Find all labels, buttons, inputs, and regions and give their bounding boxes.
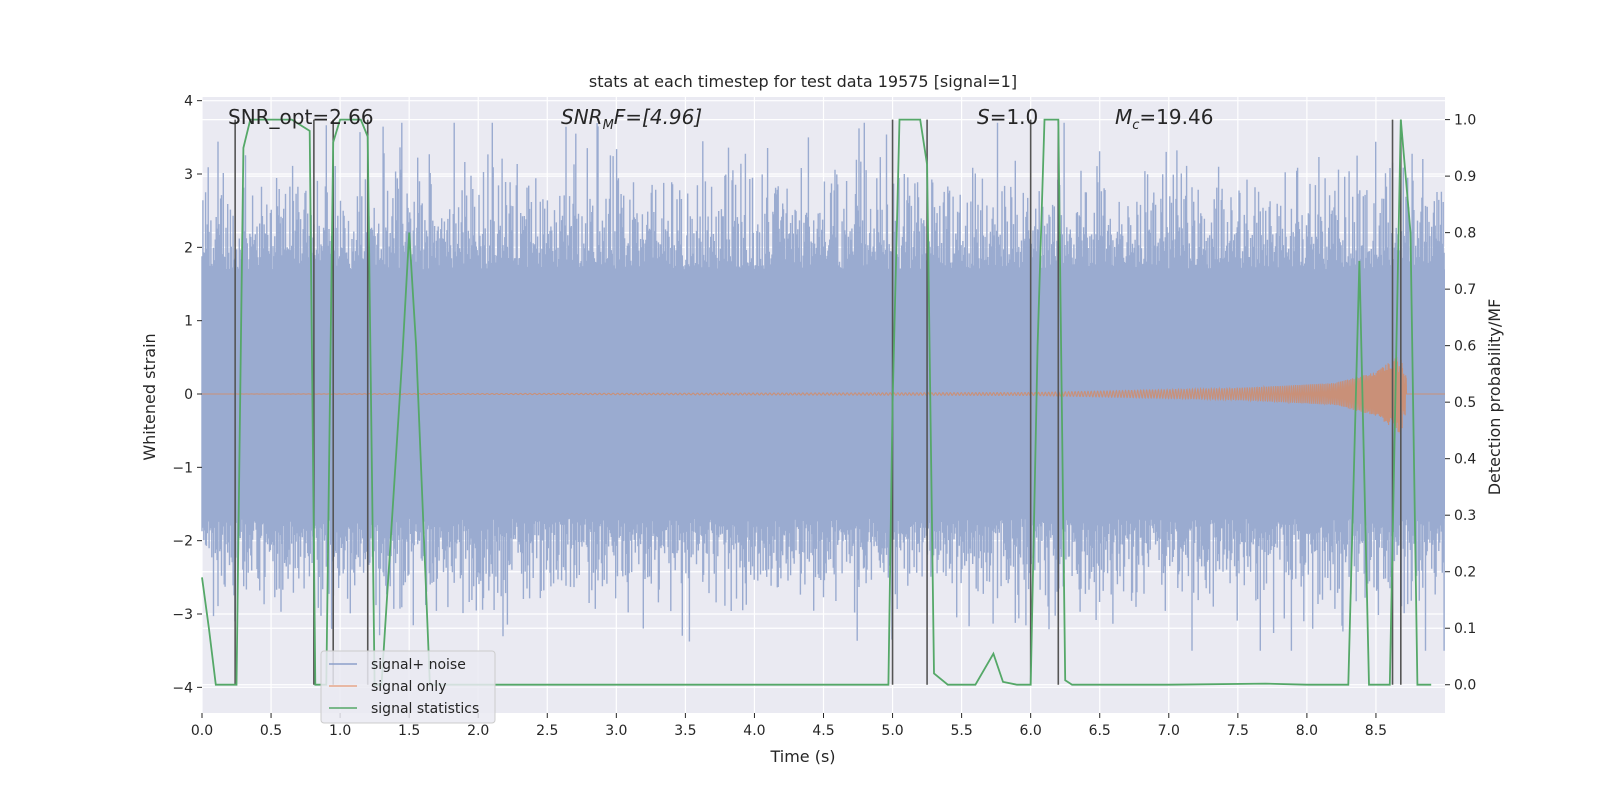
y-right-tick-label: 0.2 [1454, 565, 1476, 581]
y-left-tick-label: −1 [172, 460, 193, 476]
x-tick-label: 1.5 [398, 723, 420, 739]
y-right-tick-label: 0.1 [1454, 621, 1476, 637]
annotation-snr-mf-subscript: M [603, 118, 614, 133]
y-right-tick-label: 0.4 [1454, 452, 1476, 468]
series-signal-statistics [201, 118, 1432, 686]
annotation-mc-value: =19.46 [1139, 105, 1213, 129]
annotation-mc-subscript: c [1132, 118, 1139, 133]
legend: signal+ noise signal only signal statist… [320, 650, 496, 724]
y-right-tick-label: 1.0 [1454, 113, 1476, 129]
y-axis-right-ticks: 0.0 0.1 0.2 0.3 0.4 0.5 0.6 0.7 0.8 0.9 1.0 [1445, 113, 1476, 694]
annotation-s-value: =1.0 [990, 105, 1039, 129]
x-tick-label: 2.5 [536, 723, 558, 739]
y-left-tick-label: 1 [184, 314, 193, 330]
x-tick-label: 5.5 [950, 723, 972, 739]
y-right-tick-label: 0.0 [1454, 678, 1476, 694]
annotation-mc: Mc=19.46 [1115, 105, 1213, 133]
y-left-tick-label: −2 [172, 534, 193, 550]
x-tick-label: 8.0 [1296, 723, 1318, 739]
x-tick-label: 6.5 [1089, 723, 1111, 739]
y-axis-left-ticks: −4 −3 −2 −1 0 1 2 3 4 [172, 94, 202, 696]
x-tick-label: 4.0 [743, 723, 765, 739]
y-left-tick-label: −4 [172, 680, 193, 696]
y-left-tick-label: 3 [184, 167, 193, 183]
y-right-tick-label: 0.3 [1454, 508, 1476, 524]
signal-only-trace [202, 356, 1445, 434]
annotation-snr-mf-symbol: SNR [561, 105, 603, 129]
y-left-tick-label: 2 [184, 240, 193, 256]
x-axis-label: Time (s) [769, 747, 835, 766]
y-right-tick-label: 0.9 [1454, 169, 1476, 185]
x-tick-label: 6.0 [1020, 723, 1042, 739]
chart-title: stats at each timestep for test data 195… [589, 72, 1017, 91]
y-axis-right-label: Detection probability/MF [1485, 299, 1504, 496]
x-tick-label: 3.5 [674, 723, 696, 739]
x-tick-label: 0.5 [260, 723, 282, 739]
x-tick-label: 8.5 [1365, 723, 1387, 739]
y-right-tick-label: 0.7 [1454, 282, 1476, 298]
x-axis-ticks: 0.0 0.5 1.0 1.5 2.0 2.5 3.0 3.5 4.0 4.5 5.0 5.5 6.0 6… [191, 713, 1387, 739]
y-left-tick-label: −3 [172, 607, 193, 623]
y-axis-left-label: Whitened strain [140, 333, 159, 460]
legend-label-signal-only: signal only [371, 679, 446, 695]
x-tick-label: 7.0 [1158, 723, 1180, 739]
signal-statistics-line [201, 118, 1432, 686]
legend-label-signal-plus-noise: signal+ noise [371, 657, 466, 673]
x-tick-label: 2.0 [467, 723, 489, 739]
x-tick-label: 4.5 [812, 723, 834, 739]
x-tick-label: 7.5 [1227, 723, 1249, 739]
annotation-snr-mf-value: F=[4.96] [614, 105, 702, 129]
annotation-snr-mf: SNRMF=[4.96] [561, 105, 702, 133]
y-right-tick-label: 0.6 [1454, 339, 1476, 355]
legend-label-signal-statistics: signal statistics [371, 701, 479, 717]
x-tick-label: 3.0 [605, 723, 627, 739]
y-left-tick-label: 0 [184, 387, 193, 403]
x-tick-label: 1.0 [329, 723, 351, 739]
y-left-tick-label: 4 [184, 94, 193, 110]
legend-box [320, 650, 496, 724]
x-tick-label: 0.0 [191, 723, 213, 739]
y-right-tick-label: 0.8 [1454, 226, 1476, 242]
annotation-snr-opt: SNR_opt=2.66 [228, 105, 374, 129]
y-right-tick-label: 0.5 [1454, 395, 1476, 411]
series-signal-only [202, 356, 1445, 434]
annotation-s-symbol: S [977, 105, 990, 129]
annotation-mc-symbol: M [1115, 105, 1132, 129]
annotation-s: S=1.0 [977, 105, 1038, 129]
x-tick-label: 5.0 [881, 723, 903, 739]
